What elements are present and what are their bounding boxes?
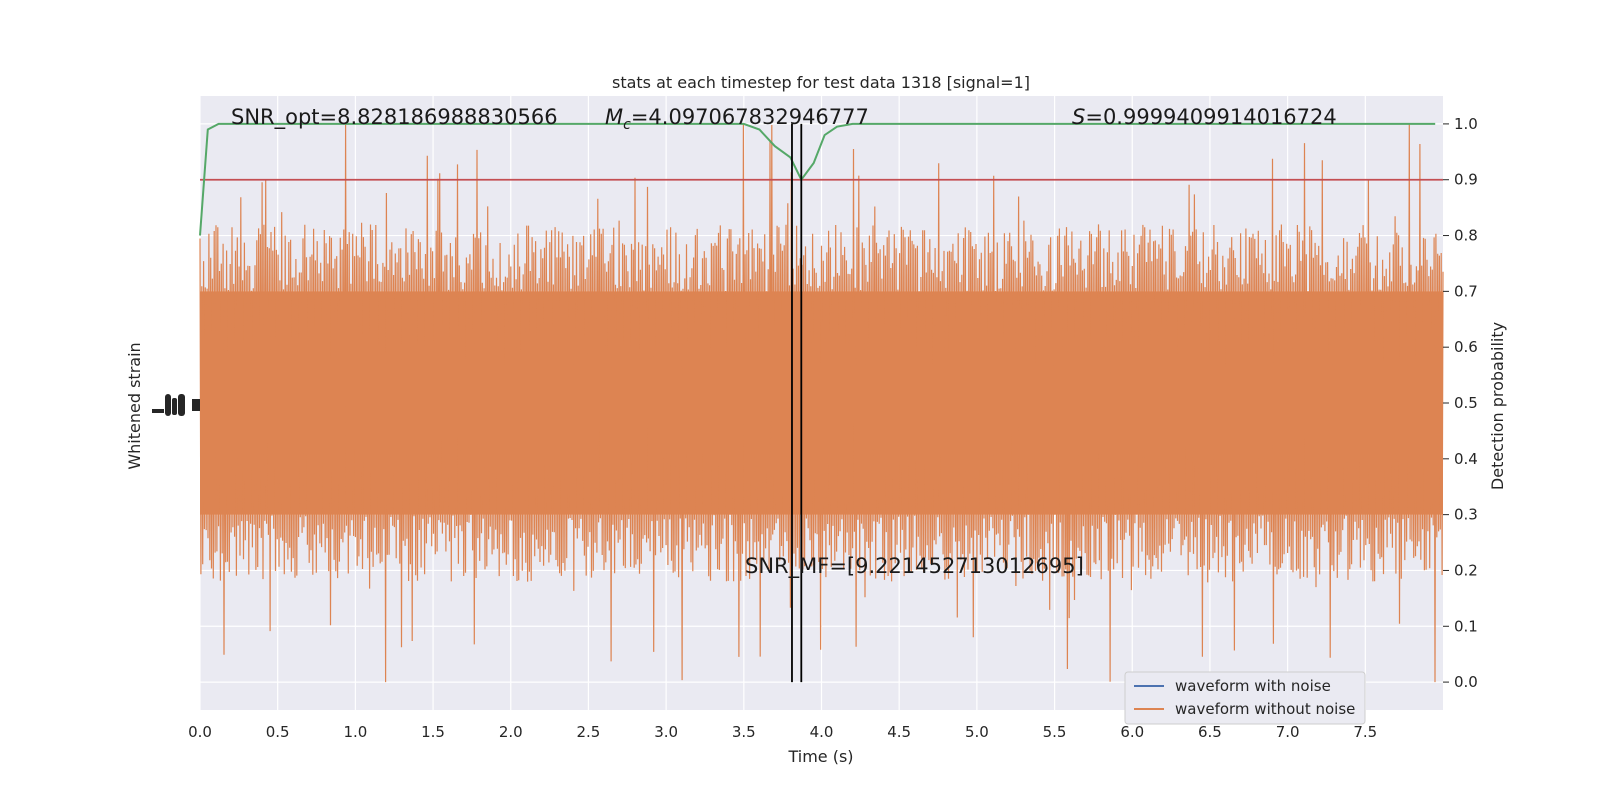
x-tick-label: 5.0 — [965, 723, 989, 741]
probability-line — [199, 122, 1436, 236]
x-tick-label: 4.0 — [810, 723, 834, 741]
y-tick-label: 0.2 — [1454, 561, 1478, 579]
x-axis-ticks: 0.0 0.5 1.0 1.5 2.0 2.5 3.0 3.5 4.0 4.5 5.0 5.5 6.0 6… — [188, 723, 1377, 741]
probability-trace — [199, 122, 1436, 236]
y-tick-label: 0.3 — [1454, 506, 1478, 524]
clean-waveform — [199, 123, 1444, 683]
x-tick-label: 7.0 — [1276, 723, 1300, 741]
legend-label-clean: waveform without noise — [1175, 700, 1355, 718]
x-tick-label: 0.0 — [188, 723, 212, 741]
x-tick-label: 7.5 — [1353, 723, 1377, 741]
x-axis-label: Time (s) — [787, 747, 853, 766]
y-tick-label: 0.0 — [1454, 673, 1478, 691]
chirp-mass-annotation: Mc=4.097067832946777 — [605, 105, 869, 133]
x-tick-label: 6.5 — [1198, 723, 1222, 741]
y-tick-label: 0.1 — [1454, 617, 1478, 635]
x-tick-label: 1.5 — [421, 723, 445, 741]
y-tick-label: 0.6 — [1454, 338, 1478, 356]
x-tick-label: 3.5 — [732, 723, 756, 741]
left-y-axis-clutter — [152, 394, 200, 416]
s-symbol: S — [1072, 105, 1085, 129]
chirp-mass-value: =4.097067832946777 — [631, 105, 869, 129]
y-tick-label: 1.0 — [1454, 115, 1478, 133]
chart-title: stats at each timestep for test data 131… — [612, 73, 1030, 92]
right-y-axis-label: Detection probability — [1488, 322, 1507, 490]
left-y-axis-label: Whitened strain — [125, 342, 144, 469]
chirp-mass-subscript: c — [623, 117, 631, 133]
chirp-mass-symbol: M — [605, 105, 623, 129]
x-tick-label: 1.0 — [343, 723, 367, 741]
waveform-trace — [199, 123, 1444, 683]
x-tick-label: 6.0 — [1120, 723, 1144, 741]
legend-box — [1124, 671, 1366, 725]
y-tick-label: 0.7 — [1454, 282, 1478, 300]
y-tick-label: 0.4 — [1454, 450, 1478, 468]
x-tick-label: 2.0 — [499, 723, 523, 741]
x-tick-label: 4.5 — [887, 723, 911, 741]
y-tick-label: 0.9 — [1454, 171, 1478, 189]
x-tick-label: 3.0 — [654, 723, 678, 741]
snr-opt-annotation: SNR_opt=8.828186988830566 — [231, 105, 558, 130]
legend: waveform with noise waveform without noi… — [1124, 671, 1366, 725]
x-tick-label: 2.5 — [577, 723, 601, 741]
y-tick-label: 0.8 — [1454, 227, 1478, 245]
s-value: =0.9999409914016724 — [1085, 105, 1336, 129]
x-tick-label: 0.5 — [266, 723, 290, 741]
snr-mf-annotation: SNR_MF=[9.221452713012695] — [745, 554, 1084, 579]
x-tick-label: 5.5 — [1043, 723, 1067, 741]
legend-label-noisy: waveform with noise — [1175, 677, 1331, 695]
right-y-axis-ticks: 0.0 0.1 0.2 0.3 0.4 0.5 0.6 0.7 0.8 0.9 1.0 — [1443, 115, 1478, 691]
marker-lines — [791, 123, 803, 683]
s-annotation: S=0.9999409914016724 — [1072, 105, 1337, 129]
y-tick-label: 0.5 — [1454, 394, 1478, 412]
